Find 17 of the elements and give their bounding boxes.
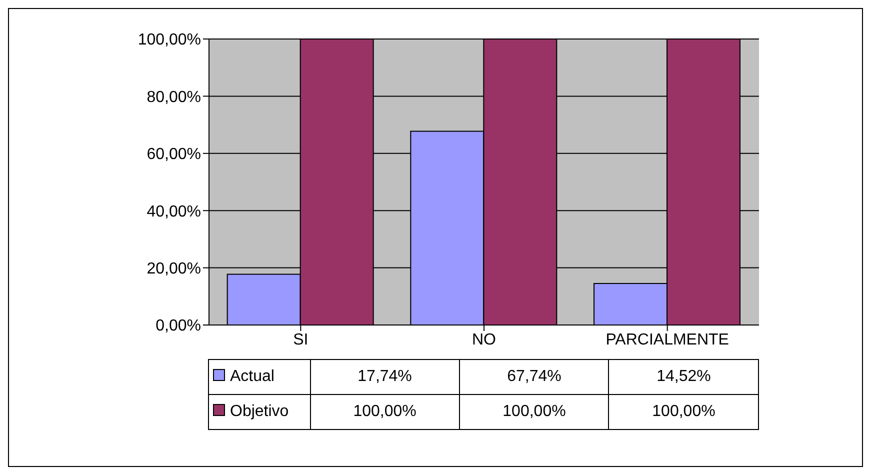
x-tick-label: PARCIALMENTE	[606, 331, 729, 348]
data-label: 17,74%	[310, 360, 460, 394]
y-tick-label: 20,00%	[146, 260, 201, 278]
data-label: 100,00%	[608, 394, 758, 430]
data-label: 100,00%	[460, 394, 609, 430]
y-tick-label: 60,00%	[146, 146, 201, 164]
legend-label: Objetivo	[208, 394, 310, 430]
data-label: 67,74%	[460, 360, 609, 394]
y-tick-label: 100,00%	[138, 32, 201, 49]
x-tick-label: NO	[472, 331, 496, 348]
y-tick-label: 0,00%	[156, 318, 201, 335]
data-label: 14,52%	[608, 360, 758, 394]
x-tick-label: SI	[293, 331, 308, 348]
y-tick-label: 80,00%	[146, 88, 201, 106]
legend-label: Actual	[208, 360, 310, 394]
data-label: 100,00%	[310, 394, 460, 430]
y-tick-label: 40,00%	[146, 203, 201, 220]
